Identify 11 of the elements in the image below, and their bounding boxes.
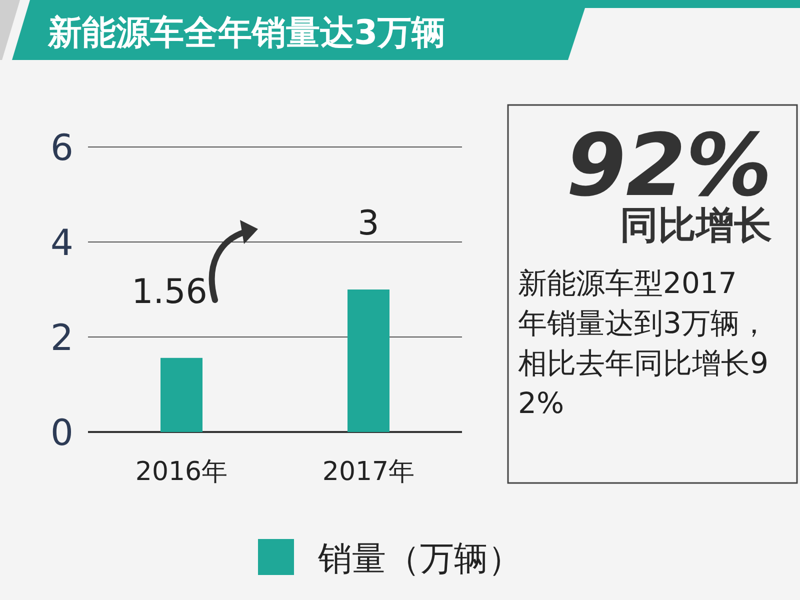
x-tick-label: 2016年 [135, 457, 228, 487]
data-label: 1.56 [132, 272, 208, 312]
y-tick-label: 4 [50, 223, 74, 264]
y-tick-label: 0 [50, 413, 74, 454]
chart-title: 新能源车全年销量达3万辆 [47, 13, 446, 53]
y-tick-label: 2 [50, 318, 74, 359]
text: 新能源车型2017年销量达到3万辆，相比去年同比增长92% [518, 266, 768, 420]
data-label: 3 [358, 204, 380, 244]
legend-label: 销量（万辆） [317, 539, 522, 579]
y-tick-label: 6 [50, 128, 74, 169]
x-tick-label: 2017年 [322, 457, 415, 487]
